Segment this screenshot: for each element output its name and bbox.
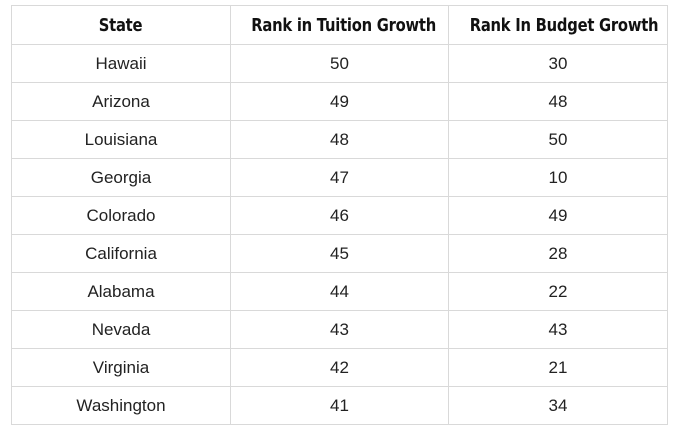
- table-row: Virginia 42 21: [11, 348, 668, 387]
- state-cell: Arizona: [11, 82, 231, 121]
- tuition-rank-cell: 43: [230, 310, 449, 349]
- state-cell: Virginia: [11, 348, 231, 387]
- budget-rank-cell: 22: [448, 272, 668, 311]
- budget-rank-cell: 30: [448, 44, 668, 83]
- rank-table: State Rank in Tuition Growth Rank In Bud…: [11, 5, 668, 425]
- column-header-label: State: [99, 14, 143, 36]
- budget-rank-cell: 50: [448, 120, 668, 159]
- budget-rank-cell: 28: [448, 234, 668, 273]
- state-cell: Alabama: [11, 272, 231, 311]
- tuition-rank-cell: 44: [230, 272, 449, 311]
- column-header-label: Rank In Budget Growth: [469, 14, 659, 36]
- table-body: Hawaii 50 30 Arizona 49 48 Louisiana 48 …: [11, 44, 668, 425]
- table-header: State Rank in Tuition Growth Rank In Bud…: [11, 5, 668, 45]
- budget-rank-cell: 21: [448, 348, 668, 387]
- column-header-tuition-rank: Rank in Tuition Growth: [230, 5, 449, 45]
- tuition-rank-cell: 50: [230, 44, 449, 83]
- tuition-rank-cell: 46: [230, 196, 449, 235]
- table-row: Washington 41 34: [11, 386, 668, 425]
- header-row: State Rank in Tuition Growth Rank In Bud…: [11, 5, 668, 45]
- table-row: Louisiana 48 50: [11, 120, 668, 159]
- table-row: Hawaii 50 30: [11, 44, 668, 83]
- tuition-rank-cell: 49: [230, 82, 449, 121]
- table-row: Georgia 47 10: [11, 158, 668, 197]
- tuition-rank-cell: 47: [230, 158, 449, 197]
- tuition-rank-cell: 42: [230, 348, 449, 387]
- column-header-budget-rank: Rank In Budget Growth: [448, 5, 668, 45]
- budget-rank-cell: 48: [448, 82, 668, 121]
- budget-rank-cell: 34: [448, 386, 668, 425]
- state-cell: Georgia: [11, 158, 231, 197]
- budget-rank-cell: 10: [448, 158, 668, 197]
- rank-table-container: State Rank in Tuition Growth Rank In Bud…: [11, 5, 668, 425]
- column-header-label: Rank in Tuition Growth: [251, 14, 437, 36]
- table-row: California 45 28: [11, 234, 668, 273]
- tuition-rank-cell: 48: [230, 120, 449, 159]
- state-cell: Nevada: [11, 310, 231, 349]
- state-cell: Louisiana: [11, 120, 231, 159]
- table-row: Alabama 44 22: [11, 272, 668, 311]
- column-header-state: State: [11, 5, 231, 45]
- state-cell: Washington: [11, 386, 231, 425]
- tuition-rank-cell: 41: [230, 386, 449, 425]
- state-cell: Hawaii: [11, 44, 231, 83]
- state-cell: California: [11, 234, 231, 273]
- state-cell: Colorado: [11, 196, 231, 235]
- table-row: Arizona 49 48: [11, 82, 668, 121]
- table-row: Colorado 46 49: [11, 196, 668, 235]
- tuition-rank-cell: 45: [230, 234, 449, 273]
- table-row: Nevada 43 43: [11, 310, 668, 349]
- budget-rank-cell: 49: [448, 196, 668, 235]
- budget-rank-cell: 43: [448, 310, 668, 349]
